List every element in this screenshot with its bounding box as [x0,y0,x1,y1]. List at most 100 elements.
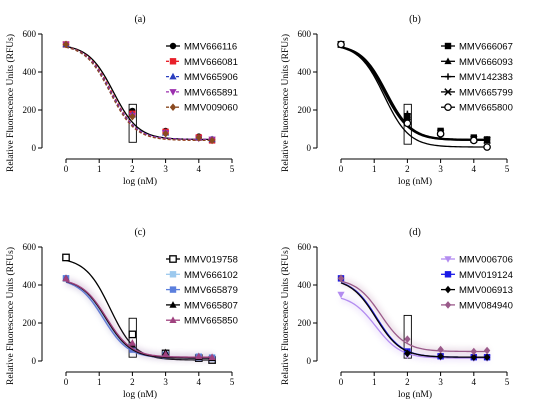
legend-label: MMV665891 [184,87,238,98]
legend-item: MMV019124 [441,270,513,281]
legend-label: MMV666102 [184,270,238,281]
data-point [403,112,412,121]
data-point [470,347,477,356]
x-tick-label: 4 [472,164,477,174]
x-tick-label: 0 [339,377,344,387]
x-tick-label: 2 [130,164,135,174]
data-point [483,346,491,355]
legend-item: MMV666067 [441,42,513,53]
legend-item: MMV666081 [166,57,238,68]
x-tick-label: 5 [230,164,235,174]
legend-item: MMV665879 [166,285,238,296]
x-tick-label: 5 [505,164,510,174]
y-tick-label: 0 [32,143,37,153]
y-tick-label: 400 [23,67,37,77]
data-point [483,136,491,145]
y-tick-label: 600 [298,242,312,252]
x-tick-label: 2 [405,164,410,174]
data-point [436,129,445,138]
legend-label: MMV666116 [184,42,237,53]
data-point [404,349,411,358]
legend-label: MMV019124 [459,270,513,281]
legend-item: MMV665850 [166,316,238,327]
legend-marker [444,301,452,309]
y-tick-label: 0 [307,143,312,153]
data-point [337,291,345,299]
legend-label: MMV084940 [459,300,513,311]
legend-item: MMV665799 [441,87,513,98]
data-point [62,40,70,49]
legend-marker [444,103,452,112]
data-point [483,353,491,361]
legend-marker [444,57,452,65]
legend-item: MMV666116 [166,42,237,53]
legend-item: MMV666102 [166,270,238,281]
legend: MMV666116 MMV666081 MMV665906 MMV665891 MMV0… [166,42,238,114]
data-point [469,136,478,145]
legend-item: MMV665807 [166,300,238,311]
x-tick-label: 3 [163,164,168,174]
y-tick-label: 200 [298,318,312,328]
legend-label: MMV666067 [459,42,513,53]
y-axis-title: Relative Fluorescence Units (RFUs) [280,247,291,385]
series-line [340,282,489,358]
legend-marker [169,58,177,65]
legend-label: MMV665850 [184,316,238,327]
x-tick-label: 0 [64,377,69,387]
y-axis-title: Relative Fluorescence Units (RFUs) [5,247,16,385]
y-tick-label: 600 [298,29,312,39]
legend-marker [444,73,452,80]
legend-marker [169,316,177,323]
legend-marker [169,42,177,50]
y-axis-title: Relative Fluorescence Units (RFUs) [280,34,291,172]
data-point [437,345,444,354]
legend-item: MMV665906 [166,72,238,83]
data-point [162,350,170,358]
y-tick-label: 200 [23,318,37,328]
legend-label: MMV665906 [184,72,238,83]
series-line [340,46,489,148]
y-axis-title: Relative Fluorescence Units (RFUs) [5,34,16,172]
legend-label: MMV006706 [459,255,513,266]
legend-item: MMV019758 [166,255,238,266]
data-point [62,253,70,262]
legend-label: MMV665879 [184,285,238,296]
legend-label: MMV019758 [184,255,238,266]
y-tick-label: 400 [298,67,312,77]
legend-marker [169,89,177,96]
panel-label: (a) [134,14,145,25]
x-tick-label: 2 [130,377,135,387]
series-MMV665800 [337,40,491,151]
legend-marker [169,103,177,111]
x-axis-title: log (nM) [398,176,432,187]
legend-label: MMV665807 [184,300,238,311]
series-line [340,46,489,142]
y-tick-label: 600 [23,242,37,252]
series-line [340,297,489,359]
data-point [470,353,477,361]
x-tick-label: 0 [64,164,69,174]
panel-label: (b) [409,14,421,25]
x-tick-label: 4 [197,164,202,174]
y-tick-label: 0 [307,356,312,366]
legend-marker [444,285,452,294]
legend-marker [169,72,177,80]
panel-label: (d) [409,227,421,238]
data-point [403,119,412,128]
legend-label: MMV665800 [459,103,513,114]
x-tick-label: 5 [505,377,510,387]
x-axis-title: log (nM) [123,389,157,400]
series-MMV009060 [62,40,216,145]
legend-item: MMV084940 [441,300,513,311]
x-tick-label: 3 [163,377,168,387]
legend: MMV666067 MMV666093 MMV142383 MMV665799 MMV6… [441,42,513,114]
chart-panel-c: (c) 0 200 400 600 0 1 2 3 4 5 log (nM) Relative Fluo… [5,227,238,400]
legend: MMV006706 MMV019124 MMV006913 MMV084940 [441,255,513,311]
legend-marker [169,286,177,293]
series-MMV084940 [337,274,491,356]
x-tick-label: 0 [339,164,344,174]
y-tick-label: 200 [23,105,37,115]
data-point [195,133,202,142]
y-tick-label: 200 [298,105,312,115]
series-MMV006913 [337,274,491,361]
